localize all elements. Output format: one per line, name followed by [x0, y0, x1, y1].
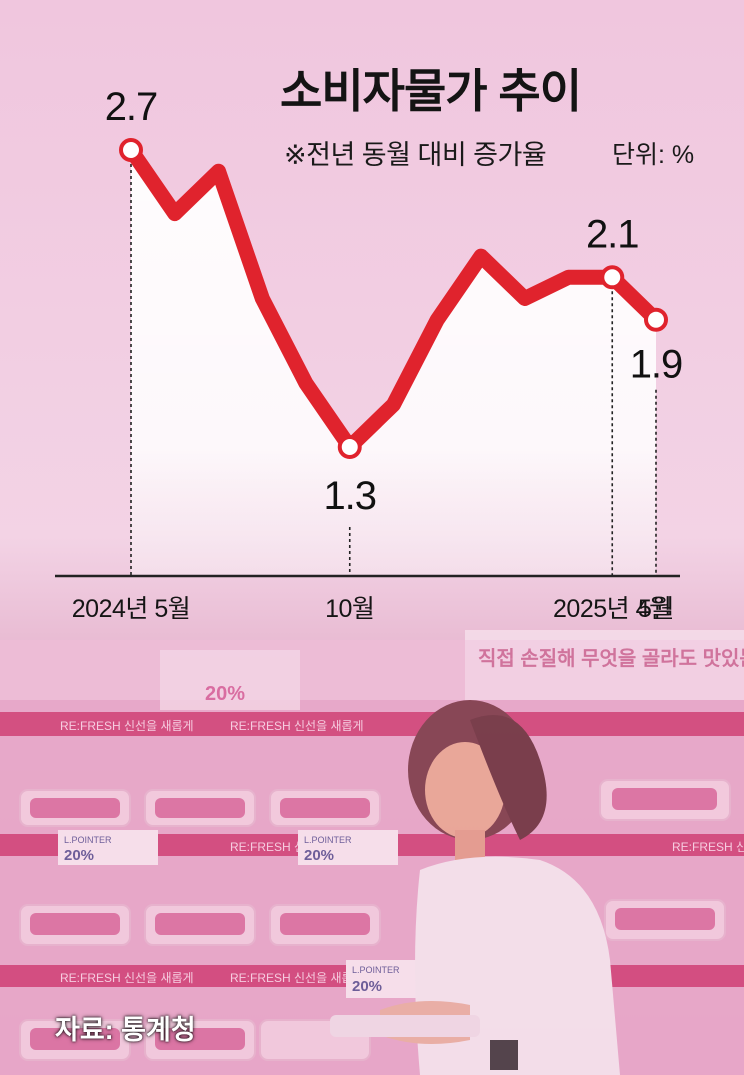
series-line — [123, 142, 664, 455]
photo-sign-text: 20% — [304, 847, 334, 864]
data-point-marker-2024-05 — [119, 138, 143, 162]
marker-group — [119, 138, 668, 459]
data-label-2024-10: 1.3 — [323, 474, 376, 518]
supermarket-photo: 직접 손질해 무엇을 골라도 맛있는 한 20% RE:FRESH 신선을 새롭… — [0, 630, 744, 1075]
chart-title: 소비자물가 추이 — [280, 65, 582, 117]
photo-sign-text: L.POINTER — [304, 835, 352, 845]
data-label-2025-04: 2.1 — [586, 212, 639, 256]
x-tick-label-2025-04: 2025년 4월 — [553, 595, 671, 623]
x-tick-label-2024-10: 10월 — [325, 595, 374, 623]
unit-label: 단위: % — [612, 141, 695, 169]
x-tick-label-2025-05: 5월 — [638, 595, 674, 623]
photo-sign-text: RE:FRESH 신선을 새롭게 — [672, 840, 744, 854]
x-tick-label-2024-05: 2024년 5월 — [72, 595, 190, 623]
photo-sign-text: 직접 손질해 무엇을 골라도 맛있는 한 — [478, 647, 744, 670]
area-fill — [131, 150, 656, 576]
value-label-group: 2.7 1.3 2.1 1.9 — [105, 85, 684, 518]
line-series — [123, 142, 664, 455]
photo-sign-text: 20% — [205, 683, 245, 705]
data-point-marker-2025-04 — [600, 265, 625, 290]
data-point-marker-2025-05 — [644, 307, 668, 332]
photo-sign-text: RE:FRESH 신선을 새롭게 — [60, 719, 194, 733]
data-label-2024-05: 2.7 — [105, 85, 158, 129]
source-caption: 자료: 통계청 — [55, 1015, 196, 1045]
line-chart-area — [131, 150, 656, 576]
photo-sign-text: RE:FRESH 신선을 새롭게 — [60, 971, 194, 985]
chart-subtitle: ※전년 동월 대비 증가율 — [284, 140, 547, 170]
photo-sign-text: RE:FRESH 신선을 새롭게 — [230, 971, 364, 985]
photo-sign-text: L.POINTER — [352, 965, 400, 975]
photo-sign-text: RE:FRESH 신선을 새롭게 — [230, 719, 364, 733]
data-point-marker-2024-10 — [337, 435, 362, 459]
photo-sign-text: L.POINTER — [64, 835, 112, 845]
data-label-2025-05: 1.9 — [630, 343, 683, 387]
chart-guides — [130, 164, 657, 576]
photo-sign-text: 20% — [64, 847, 94, 864]
photo-sign-text: 20% — [352, 978, 382, 995]
shopper-figure — [330, 700, 620, 1075]
store-banner — [465, 630, 744, 700]
